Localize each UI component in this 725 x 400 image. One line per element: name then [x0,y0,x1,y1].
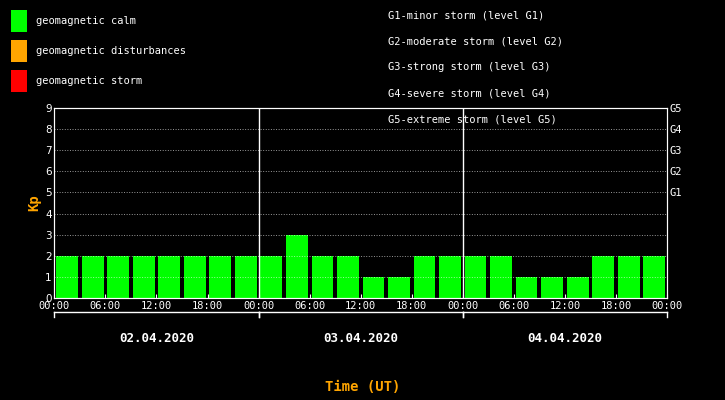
Bar [388,277,410,298]
Text: geomagnetic disturbances: geomagnetic disturbances [36,46,186,56]
Bar [414,256,435,298]
Bar [362,277,384,298]
Bar [184,256,206,298]
Bar [490,256,512,298]
Text: G4-severe storm (level G4): G4-severe storm (level G4) [388,88,550,98]
Bar [158,256,180,298]
Bar [643,256,665,298]
Text: geomagnetic storm: geomagnetic storm [36,76,142,86]
Text: G1-minor storm (level G1): G1-minor storm (level G1) [388,10,544,20]
Text: geomagnetic calm: geomagnetic calm [36,16,136,26]
Bar [592,256,614,298]
Text: G3-strong storm (level G3): G3-strong storm (level G3) [388,62,550,72]
Text: G5-extreme storm (level G5): G5-extreme storm (level G5) [388,114,557,124]
Bar [82,256,104,298]
Text: 02.04.2020: 02.04.2020 [119,332,194,345]
Text: G2-moderate storm (level G2): G2-moderate storm (level G2) [388,36,563,46]
Bar [57,256,78,298]
Bar [439,256,461,298]
Bar [515,277,537,298]
Bar [260,256,282,298]
Bar [465,256,486,298]
Y-axis label: Kp: Kp [27,195,41,211]
Bar [235,256,257,298]
Text: 04.04.2020: 04.04.2020 [527,332,602,345]
Bar [210,256,231,298]
Bar [567,277,589,298]
Bar [133,256,154,298]
Bar [312,256,334,298]
Bar [618,256,639,298]
Text: Time (UT): Time (UT) [325,380,400,394]
Bar [542,277,563,298]
Bar [107,256,129,298]
Bar [337,256,359,298]
Bar [286,235,307,298]
Text: 03.04.2020: 03.04.2020 [323,332,398,345]
